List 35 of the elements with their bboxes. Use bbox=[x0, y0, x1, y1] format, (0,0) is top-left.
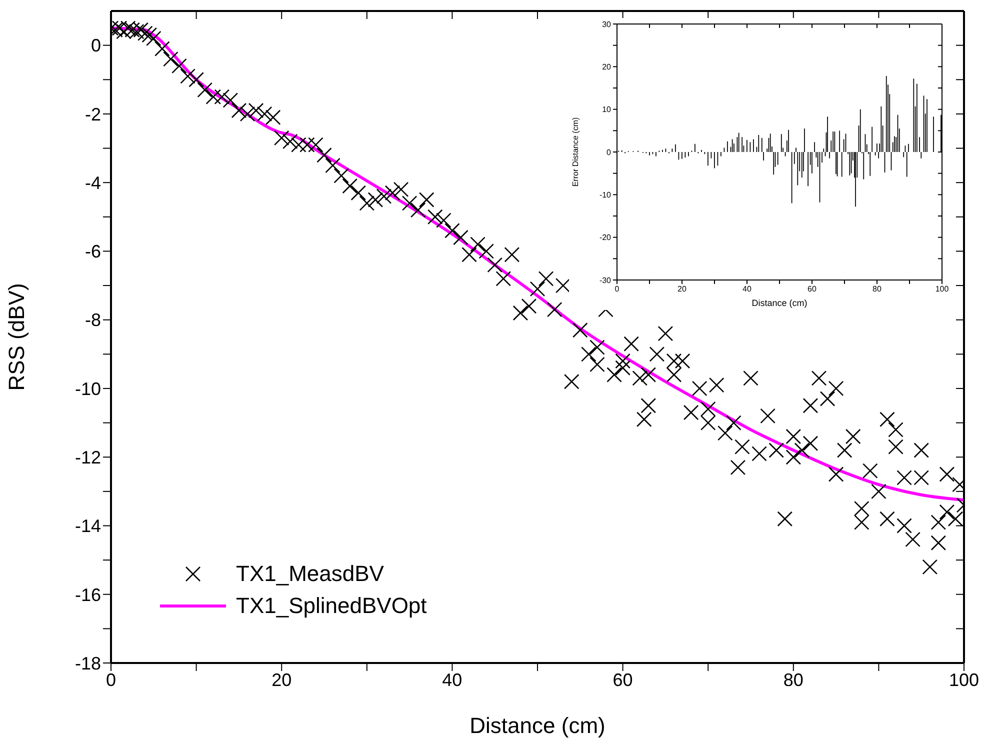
x-tick-label: 100 bbox=[948, 670, 980, 690]
y-tick-label: 20 bbox=[602, 62, 612, 72]
y-axis-title: Error Distance (cm) bbox=[570, 116, 580, 187]
x-tick-label: 0 bbox=[106, 670, 116, 690]
y-tick-label: 0 bbox=[90, 36, 101, 56]
y-tick-label: -8 bbox=[84, 310, 101, 330]
x-axis-title: Distance (cm) bbox=[470, 713, 606, 738]
legend-label: TX1_MeasdBV bbox=[236, 561, 384, 587]
x-tick-label: 100 bbox=[935, 284, 950, 294]
x-tick-label: 60 bbox=[808, 284, 817, 294]
x-tick-label: 20 bbox=[272, 670, 292, 690]
x-tick-label: 40 bbox=[442, 670, 462, 690]
y-tick-label: -16 bbox=[74, 584, 101, 605]
x-tick-label: 0 bbox=[614, 284, 620, 294]
y-tick-label: -10 bbox=[74, 378, 101, 399]
x-tick-label: 80 bbox=[872, 284, 882, 294]
y-tick-label: 10 bbox=[602, 105, 612, 114]
y-tick-label: -14 bbox=[74, 516, 101, 536]
x-tick-label: 80 bbox=[783, 670, 804, 690]
y-tick-label: -30 bbox=[599, 276, 612, 285]
y-tick-label: -10 bbox=[599, 190, 612, 200]
y-tick-label: -4 bbox=[84, 172, 101, 193]
y-tick-label: -12 bbox=[74, 447, 101, 468]
y-tick-label: -20 bbox=[599, 233, 612, 242]
y-tick-label: -6 bbox=[84, 242, 101, 262]
y-tick-label: -18 bbox=[74, 653, 101, 674]
y-axis-title: RSS (dBV) bbox=[4, 283, 29, 391]
x-tick-label: 20 bbox=[678, 284, 687, 294]
x-axis-title: Distance (cm) bbox=[752, 298, 808, 308]
x-tick-label: 40 bbox=[742, 284, 752, 294]
y-tick-label: -2 bbox=[84, 104, 101, 124]
y-tick-label: 0 bbox=[606, 148, 612, 157]
legend-label: TX1_SplinedBVOpt bbox=[236, 593, 427, 619]
y-tick-label: 30 bbox=[602, 20, 612, 29]
x-tick-label: 60 bbox=[612, 670, 633, 690]
